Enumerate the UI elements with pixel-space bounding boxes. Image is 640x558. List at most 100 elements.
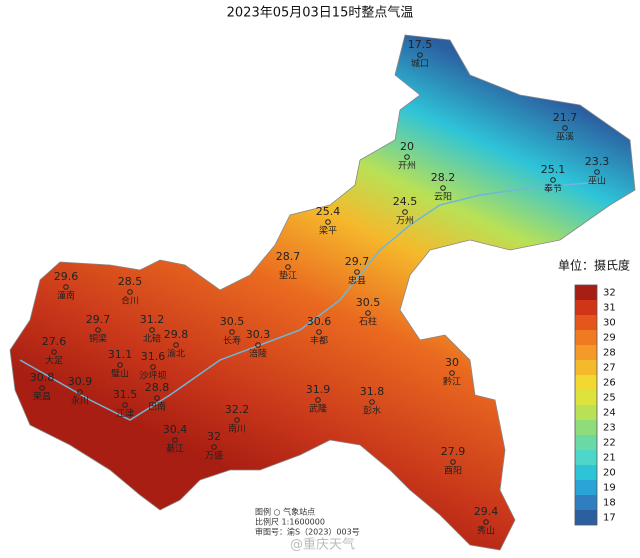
station-name: 云阳 [434, 192, 452, 203]
legend-swatch [575, 495, 597, 510]
station-value: 29.6 [54, 270, 79, 283]
station-name: 奉节 [544, 183, 562, 195]
station-marker [316, 329, 322, 335]
station-marker [229, 329, 235, 335]
station-name: 永川 [71, 395, 89, 407]
station-name: 渝北 [167, 348, 185, 360]
station-name: 石柱 [359, 316, 377, 328]
legend-swatch [575, 285, 597, 300]
station-name: 南川 [228, 423, 246, 435]
station-value: 30 [445, 356, 459, 369]
station-value: 30.8 [30, 371, 55, 384]
region-outline [9, 34, 636, 551]
legend-swatch [575, 420, 597, 435]
station-value: 28.5 [118, 275, 143, 288]
station-name: 潼南 [57, 290, 75, 302]
station-value: 31.8 [360, 385, 385, 398]
station-value: 31.2 [140, 313, 165, 326]
station-name: 铜梁 [89, 333, 107, 345]
station-marker [365, 310, 371, 316]
station-name: 璧山 [111, 368, 129, 380]
station-marker [449, 370, 455, 376]
legend-unit: 单位：摄氏度 [558, 258, 630, 273]
station-marker [172, 437, 178, 443]
station-marker [315, 397, 321, 403]
station-value: 27.6 [42, 335, 67, 348]
station-name: 城口 [411, 59, 429, 70]
station-marker [440, 185, 446, 191]
station-marker [63, 284, 69, 290]
station-value: 23.3 [585, 155, 610, 168]
legend-swatch [575, 345, 597, 360]
legend-swatch [575, 510, 597, 525]
legend-tick-label: 25 [603, 393, 616, 404]
legend-tick-label: 19 [603, 483, 616, 494]
station-value: 32.2 [225, 403, 250, 416]
station-marker [255, 342, 261, 348]
station-marker [550, 177, 556, 183]
station-name: 大足 [45, 355, 63, 367]
station-value: 20 [400, 140, 414, 153]
legend-swatch [575, 480, 597, 495]
station-value: 29.4 [474, 505, 499, 518]
station-marker [402, 209, 408, 215]
station-marker [285, 264, 291, 270]
station-marker [51, 349, 57, 355]
legend-tick-label: 28 [603, 348, 616, 359]
station-marker [154, 395, 160, 401]
station-marker [562, 125, 568, 131]
station-value: 31.1 [108, 348, 133, 361]
legend-tick-label: 20 [603, 468, 616, 479]
station-name: 江津 [116, 409, 134, 420]
station-name: 合川 [121, 295, 139, 307]
legend-tick-label: 29 [603, 333, 616, 344]
station-marker [117, 362, 123, 368]
station-name: 巫山 [588, 176, 606, 187]
legend-swatch [575, 330, 597, 345]
legend-tick-label: 27 [603, 363, 616, 374]
station-marker [149, 327, 155, 333]
station-value: 17.5 [408, 38, 433, 51]
legend-swatch [575, 435, 597, 450]
title: 2023年05月03日15时整点气温 [227, 5, 414, 21]
legend-tick-label: 17 [603, 513, 616, 524]
legend-tick-label: 32 [603, 288, 616, 299]
station-marker [234, 417, 240, 423]
station-name: 酉阳 [444, 466, 462, 477]
station-name: 万州 [396, 216, 414, 227]
station-name: 綦江 [166, 443, 184, 455]
station-value: 29.7 [345, 255, 370, 268]
legend-swatch [575, 360, 597, 375]
station-name: 丰都 [310, 335, 328, 347]
station-name: 武隆 [309, 403, 327, 415]
station-name: 巴南 [148, 401, 166, 413]
station-value: 25.1 [541, 163, 566, 176]
legend-swatch [575, 315, 597, 330]
station-value: 30.5 [220, 315, 245, 328]
station-name: 荣昌 [33, 391, 51, 403]
station-value: 29.8 [164, 328, 189, 341]
station-marker [173, 342, 179, 348]
station-marker [77, 389, 83, 395]
station-marker [354, 269, 360, 275]
legend-tick-label: 18 [603, 498, 616, 509]
legend-tick-label: 26 [603, 378, 616, 389]
station-value: 21.7 [553, 111, 578, 124]
station-value: 32 [207, 430, 221, 443]
legend-tick-label: 23 [603, 423, 616, 434]
station-marker [39, 385, 45, 391]
station-value: 28.2 [431, 171, 456, 184]
station-name: 涪陵 [249, 348, 267, 360]
station-name: 彭水 [363, 405, 381, 417]
station-marker [325, 219, 331, 225]
station-name: 黔江 [443, 376, 461, 388]
station-value: 31.6 [141, 350, 166, 363]
station-marker [450, 459, 456, 465]
station-value: 30.4 [163, 423, 188, 436]
legend-swatch [575, 375, 597, 390]
legend-swatch [575, 300, 597, 315]
station-marker [594, 169, 600, 175]
station-value: 28.8 [145, 381, 170, 394]
station-marker [127, 289, 133, 295]
